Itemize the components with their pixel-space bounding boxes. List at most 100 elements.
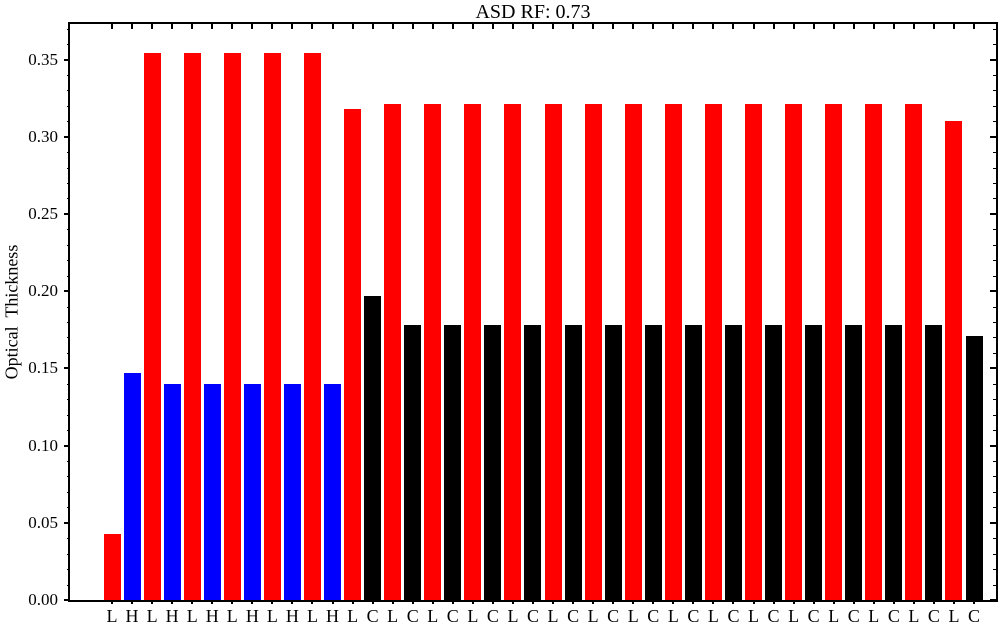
y-minor-tick-right xyxy=(993,28,996,30)
x-bottom-tick xyxy=(211,600,214,604)
x-bottom-tick xyxy=(531,600,534,604)
x-category-label: L xyxy=(948,606,960,626)
y-tick-label: 0.35 xyxy=(28,49,58,69)
x-top-tick xyxy=(191,24,194,29)
x-category-label: L xyxy=(387,606,399,626)
y-minor-tick xyxy=(67,430,70,432)
x-bottom-tick xyxy=(191,600,194,604)
x-bottom-tick xyxy=(932,600,935,604)
bar xyxy=(765,325,783,600)
bar xyxy=(203,383,221,600)
x-top-tick xyxy=(852,24,855,29)
bar xyxy=(263,53,281,600)
y-tick-label: 0.00 xyxy=(28,590,58,609)
y-major-tick-right xyxy=(990,599,996,601)
y-minor-tick xyxy=(67,399,70,401)
x-top-tick xyxy=(491,24,494,29)
bar xyxy=(243,383,261,600)
x-category-label: C xyxy=(927,606,940,626)
x-bottom-tick xyxy=(271,600,274,604)
x-category-label: C xyxy=(727,606,740,626)
bar xyxy=(283,383,301,600)
y-minor-tick xyxy=(67,229,70,231)
y-major-tick-right xyxy=(990,521,996,524)
x-category-label: L xyxy=(587,606,599,626)
y-minor-tick xyxy=(67,275,70,277)
y-minor-tick-right xyxy=(993,229,996,231)
x-bottom-tick xyxy=(371,600,374,604)
x-bottom-tick xyxy=(231,600,234,604)
y-minor-tick xyxy=(67,569,70,571)
y-minor-tick-right xyxy=(993,430,996,432)
x-top-tick xyxy=(652,24,655,29)
x-bottom-tick xyxy=(171,600,174,604)
x-category-label: L xyxy=(868,606,880,626)
y-minor-tick xyxy=(67,584,70,586)
y-minor-tick-right xyxy=(993,553,996,555)
x-top-tick xyxy=(511,24,514,29)
x-bottom-tick xyxy=(552,600,555,604)
x-top-tick xyxy=(371,24,374,29)
y-minor-tick-right xyxy=(993,352,996,354)
x-bottom-tick xyxy=(471,600,474,604)
bar xyxy=(404,325,422,600)
x-category-label: C xyxy=(406,606,419,626)
x-category-label: L xyxy=(306,606,318,626)
y-minor-tick xyxy=(67,476,70,478)
x-top-tick xyxy=(832,24,835,29)
x-bottom-tick xyxy=(331,600,334,604)
y-minor-tick-right xyxy=(993,399,996,401)
bar xyxy=(364,295,382,600)
y-minor-tick xyxy=(67,198,70,200)
x-category-label: L xyxy=(106,606,118,626)
x-category-label: L xyxy=(908,606,920,626)
y-major-tick xyxy=(64,444,70,447)
x-top-tick xyxy=(271,24,274,29)
y-minor-tick xyxy=(67,507,70,509)
y-minor-tick-right xyxy=(993,74,996,76)
y-tick-label: 0.05 xyxy=(28,512,58,532)
x-category-label: C xyxy=(687,606,700,626)
x-category-label: L xyxy=(266,606,278,626)
y-minor-tick-right xyxy=(993,121,996,123)
y-minor-tick xyxy=(67,414,70,416)
y-minor-tick xyxy=(67,383,70,385)
x-bottom-tick xyxy=(692,600,695,604)
bar xyxy=(865,104,883,600)
x-bottom-tick xyxy=(431,600,434,604)
x-bottom-tick xyxy=(672,600,675,604)
x-bottom-tick xyxy=(832,600,835,604)
bar xyxy=(584,104,602,600)
x-category-label: C xyxy=(366,606,379,626)
y-minor-tick-right xyxy=(993,275,996,277)
y-minor-tick xyxy=(67,337,70,339)
x-bottom-tick xyxy=(351,600,354,604)
x-bottom-tick xyxy=(973,600,976,604)
x-top-tick xyxy=(311,24,314,29)
y-minor-tick xyxy=(67,183,70,185)
y-minor-tick-right xyxy=(993,183,996,185)
x-category-label: L xyxy=(748,606,759,626)
x-category-label: L xyxy=(347,606,359,626)
x-bottom-tick xyxy=(151,600,154,604)
x-bottom-tick xyxy=(912,600,915,604)
x-category-label: C xyxy=(968,606,981,626)
y-minor-tick xyxy=(67,121,70,123)
x-category-label: H xyxy=(125,606,139,626)
bar xyxy=(464,104,482,600)
y-major-tick xyxy=(64,212,70,215)
x-top-tick xyxy=(572,24,575,29)
y-major-tick xyxy=(64,290,70,293)
y-tick-label: 0.25 xyxy=(28,203,58,223)
x-category-label: L xyxy=(467,606,479,626)
x-bottom-tick xyxy=(491,600,494,604)
x-top-tick xyxy=(451,24,454,29)
bar xyxy=(484,325,502,600)
bar xyxy=(103,533,121,600)
x-category-label: L xyxy=(667,606,679,626)
x-category-label: H xyxy=(165,606,179,626)
y-major-tick-right xyxy=(990,58,996,61)
y-minor-tick xyxy=(67,352,70,354)
y-minor-tick-right xyxy=(993,90,996,92)
